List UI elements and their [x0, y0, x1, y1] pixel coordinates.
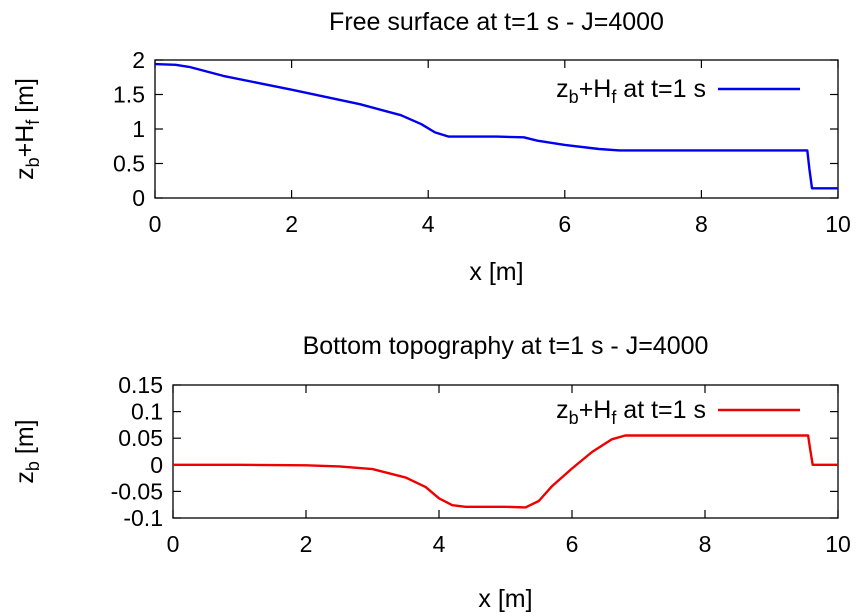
x-tick-label: 10 — [825, 211, 851, 237]
series-line — [173, 434, 838, 509]
plot-frame — [172, 384, 839, 519]
chart-title: Free surface at t=1 s - J=4000 — [329, 8, 664, 36]
y-tick-label: 0 — [150, 452, 163, 478]
y-tick-label: 1 — [132, 116, 145, 142]
y-tick-label: 0.5 — [113, 151, 145, 177]
x-axis-label: x [m] — [469, 258, 523, 286]
x-tick-label: 6 — [558, 211, 571, 237]
x-tick-label: 8 — [695, 211, 708, 237]
y-tick-label: 0.1 — [131, 399, 163, 425]
x-tick-label: 0 — [149, 211, 162, 237]
y-tick-label: -0.1 — [123, 505, 163, 531]
plot-frame — [154, 59, 839, 199]
y-tick-label: 2 — [132, 47, 145, 73]
y-tick-label: 0.15 — [118, 372, 163, 398]
chart-title: Bottom topography at t=1 s - J=4000 — [303, 332, 709, 360]
y-tick-label: -0.05 — [111, 478, 163, 504]
legend-label: zb+Hf at t=1 s — [556, 75, 706, 107]
free-surface-chart: Free surface at t=1 s - J=4000 0 2 4 6 8 10 0 0.… — [11, 8, 851, 286]
series-line — [155, 62, 838, 190]
x-axis-label: x [m] — [478, 585, 532, 613]
x-tick-label: 4 — [433, 531, 446, 557]
x-tick-label: 6 — [566, 531, 579, 557]
x-tick-label: 0 — [167, 531, 180, 557]
y-axis-label: zb [m] — [11, 419, 43, 483]
y-axis-label: zb+Hf [m] — [11, 78, 43, 180]
x-tick-label: 4 — [422, 211, 435, 237]
x-tick-label: 2 — [300, 531, 313, 557]
x-tick-label: 8 — [699, 531, 712, 557]
x-tick-label: 2 — [285, 211, 298, 237]
y-tick-label: 1.5 — [113, 82, 145, 108]
legend-label: zb+Hf at t=1 s — [556, 396, 706, 428]
x-tick-label: 10 — [825, 531, 851, 557]
y-tick-label: 0.05 — [118, 425, 163, 451]
y-tick-label: 0 — [132, 185, 145, 211]
bottom-topography-chart: Bottom topography at t=1 s - J=4000 0 2 4 6 8… — [11, 332, 851, 613]
